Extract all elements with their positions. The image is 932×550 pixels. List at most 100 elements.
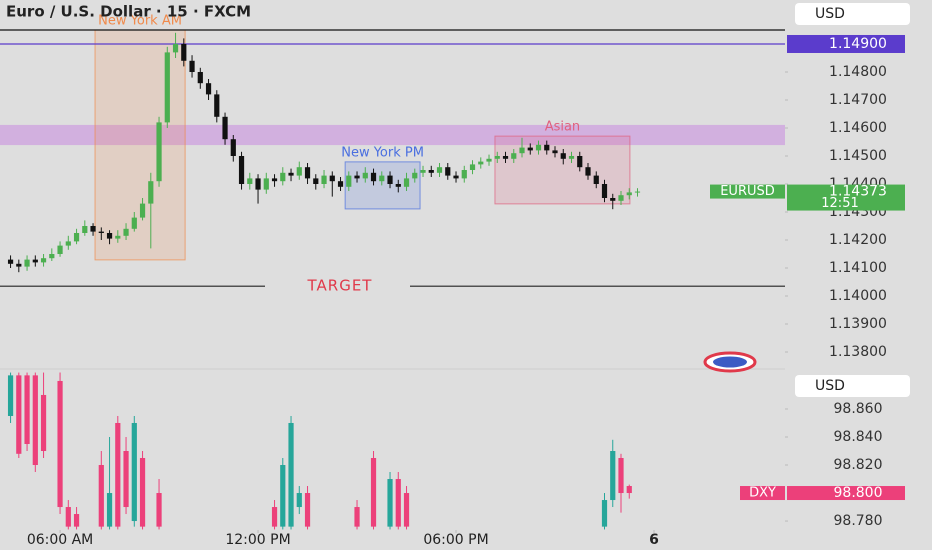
symbol-label-bg <box>740 486 785 501</box>
candle-body <box>577 155 583 168</box>
candle-body <box>280 465 286 527</box>
candle-body <box>82 226 88 234</box>
candle-body <box>288 172 294 176</box>
candle-body <box>280 172 286 182</box>
y-tick-label: 98.860 <box>834 401 883 417</box>
last-value-label: 1.14373 <box>829 184 887 200</box>
candle-body <box>511 153 517 159</box>
candle-body <box>123 451 129 508</box>
candle-body <box>172 43 179 53</box>
candle-body <box>354 175 360 179</box>
candle-body <box>24 259 30 267</box>
candle-body <box>568 155 575 159</box>
candle-body <box>634 191 641 193</box>
y-tick-label: 1.14600 <box>829 120 887 136</box>
symbol-label-bg <box>710 184 785 199</box>
candle-body <box>263 178 269 190</box>
candle-body <box>593 175 599 184</box>
candle-body <box>626 486 632 494</box>
x-tick-label: 06:00 PM <box>423 532 488 548</box>
x-tick-label: 12:00 PM <box>225 532 290 548</box>
y-tick-label: 1.13800 <box>829 344 887 360</box>
candle-body <box>494 155 500 159</box>
candle-body <box>98 231 104 234</box>
candle-body <box>346 175 352 187</box>
candle-body <box>73 233 80 242</box>
x-tick-label: 06:00 AM <box>27 532 93 548</box>
candle-body <box>222 116 228 140</box>
candle-body <box>610 451 616 501</box>
axis-label-bg <box>787 34 905 53</box>
candle-body <box>148 181 154 204</box>
candle-body <box>395 479 401 527</box>
candle-body <box>189 60 195 72</box>
axis-line-label: 1.14900 <box>829 36 887 52</box>
candle-body <box>387 175 393 184</box>
currency-box <box>795 375 910 397</box>
candle-body <box>420 169 426 173</box>
y-tick-label: 1.14700 <box>829 92 887 108</box>
candle-body <box>156 122 162 182</box>
candle-body <box>123 228 129 236</box>
candle-body <box>379 175 385 182</box>
candle-body <box>40 258 47 263</box>
y-tick-label: 1.14000 <box>829 288 887 304</box>
candle-body <box>24 375 30 444</box>
candle-body <box>313 178 319 184</box>
candle-body <box>478 161 484 165</box>
candle-body <box>247 178 253 184</box>
line-label: TARGET <box>307 277 373 295</box>
candle-body <box>535 144 542 151</box>
candle-body <box>296 167 302 176</box>
y-tick-label: 98.780 <box>834 513 883 529</box>
candle-body <box>238 155 245 184</box>
candle-body <box>197 71 203 84</box>
session-label: New York AM <box>98 13 182 28</box>
candle-body <box>544 144 550 151</box>
candle-body <box>412 172 418 179</box>
y-tick-label: 1.13900 <box>829 316 887 332</box>
candle-body <box>387 479 393 527</box>
candle-body <box>519 147 525 154</box>
candle-body <box>403 178 410 187</box>
candle-body <box>90 226 96 232</box>
pane: 98.860 98.840 98.820 98.780 06:00 AM 12:00 PM… <box>7 372 910 548</box>
candle-body <box>7 259 14 264</box>
candle-body <box>436 167 443 173</box>
session-box <box>494 135 631 205</box>
candle-body <box>156 493 162 527</box>
candle-body <box>329 175 335 182</box>
candle-body <box>601 183 608 198</box>
last-value-bg <box>787 184 905 211</box>
y-tick-label: 1.14800 <box>829 64 887 80</box>
candle-body <box>16 375 22 454</box>
candle-body <box>32 259 38 263</box>
candle-body <box>106 233 113 239</box>
candle-body <box>370 458 377 527</box>
session-label: Asian <box>545 120 580 135</box>
y-tick-label: 98.820 <box>834 457 883 473</box>
candle-body <box>626 192 632 196</box>
candle-body <box>304 493 311 527</box>
countdown: 12:51 <box>821 196 858 211</box>
candle-body <box>32 375 38 466</box>
currency-box <box>795 3 910 25</box>
candle-body <box>131 217 137 229</box>
candle-body <box>106 493 113 527</box>
y-tick-label: 1.14100 <box>829 260 887 276</box>
candle-body <box>7 375 14 416</box>
candle-body <box>139 458 146 527</box>
candle-body <box>601 500 608 527</box>
candle-body <box>403 493 410 527</box>
candle-body <box>288 422 294 527</box>
candle-body <box>552 150 558 154</box>
last-value-bg <box>787 486 905 501</box>
y-tick-label: 1.14500 <box>829 148 887 164</box>
candle-body <box>469 164 476 170</box>
y-tick-label: 1.14200 <box>829 232 887 248</box>
candle-body <box>98 465 104 527</box>
logo <box>703 351 757 373</box>
candle-body <box>115 235 121 239</box>
